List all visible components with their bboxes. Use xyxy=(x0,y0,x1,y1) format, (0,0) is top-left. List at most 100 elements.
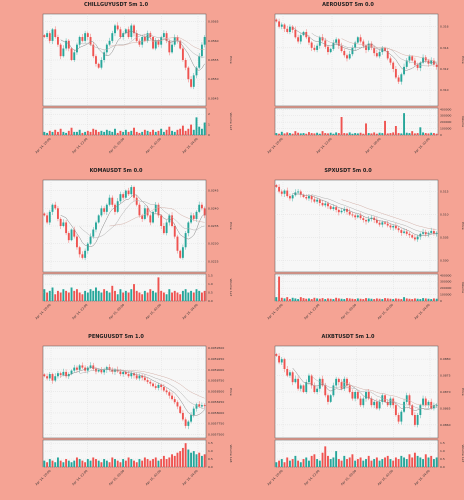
candle-body xyxy=(343,51,346,56)
volume-bar xyxy=(318,133,321,135)
candle-body xyxy=(84,367,87,371)
candle-body xyxy=(51,204,54,212)
volume-bar xyxy=(381,299,384,301)
candle-body xyxy=(124,29,127,34)
volume-bar xyxy=(332,299,335,301)
candle-body xyxy=(435,64,438,67)
candle-body xyxy=(203,37,206,45)
volume-bar xyxy=(422,459,425,467)
volume-bar xyxy=(92,128,95,135)
candle-body xyxy=(187,67,190,80)
volume-tick-label: 1.0 xyxy=(208,282,213,286)
candle-body xyxy=(327,395,329,402)
volume-tick-label: 1.5 xyxy=(440,441,445,445)
volume-bar xyxy=(122,131,125,135)
volume-bar xyxy=(392,132,395,135)
volume-bar xyxy=(192,292,195,301)
candle-body xyxy=(56,208,59,219)
volume-axis-label: Volume 1e7 xyxy=(229,279,233,297)
y-tick-label: 0.0560 xyxy=(208,39,219,43)
volume-bar xyxy=(405,298,408,301)
volume-bar xyxy=(203,122,206,135)
volume-bar xyxy=(46,132,49,135)
volume-bar xyxy=(324,133,327,135)
volume-bar xyxy=(351,298,354,301)
volume-bar xyxy=(59,460,62,467)
candle-body xyxy=(62,222,65,226)
volume-axis-label: Volume 1e8 xyxy=(229,445,233,463)
volume-tick-label: 0.5 xyxy=(208,291,213,295)
candle-body xyxy=(430,60,433,64)
volume-bar xyxy=(373,299,376,301)
candle-body xyxy=(198,404,201,407)
candle-body xyxy=(297,191,300,193)
volume-bar xyxy=(413,133,416,135)
volume-bar xyxy=(335,297,338,301)
candle-body xyxy=(116,25,119,30)
volume-bar xyxy=(343,455,346,467)
volume-bar xyxy=(97,460,100,467)
volume-bar xyxy=(200,292,203,301)
volume-bar xyxy=(86,130,89,135)
volume-bar xyxy=(308,460,310,467)
volume-bar xyxy=(160,459,163,467)
moving-average-line xyxy=(341,38,437,63)
candle-body xyxy=(76,367,78,370)
candle-body xyxy=(384,47,386,52)
volume-bar xyxy=(288,133,291,135)
volume-bar xyxy=(321,131,324,135)
volume-bar xyxy=(203,290,206,301)
candle-body xyxy=(89,37,92,45)
volume-bar xyxy=(389,459,392,467)
volume-bar xyxy=(340,298,343,301)
moving-average-line xyxy=(292,192,437,236)
volume-bar xyxy=(200,455,203,467)
candle-body xyxy=(95,222,97,230)
candle-body xyxy=(316,388,319,392)
volume-bar xyxy=(354,460,357,467)
candle-body xyxy=(291,372,294,383)
candle-body xyxy=(324,40,327,47)
candle-body xyxy=(171,44,173,53)
candle-body xyxy=(286,28,289,32)
candle-body xyxy=(160,384,163,388)
volume-bar xyxy=(405,459,408,467)
y-tick-label: 0.0545 xyxy=(208,96,219,100)
volume-bar xyxy=(394,126,397,135)
volume-bar xyxy=(176,129,179,135)
volume-bar xyxy=(179,294,182,301)
candle-body xyxy=(416,64,419,68)
candle-body xyxy=(127,29,130,37)
candle-body xyxy=(146,380,149,382)
candle-body xyxy=(100,208,103,216)
volume-bar xyxy=(299,133,302,135)
volume-bar xyxy=(171,454,173,467)
candle-body xyxy=(157,204,160,216)
price-axes xyxy=(274,13,439,107)
volume-bar xyxy=(422,298,425,301)
candle-body xyxy=(198,56,201,68)
volume-bar xyxy=(275,133,278,135)
candle-body xyxy=(365,45,367,50)
volume-tick-label: 1.0 xyxy=(208,449,213,453)
candle-body xyxy=(100,369,103,373)
candle-body xyxy=(400,230,403,233)
candle-body xyxy=(327,46,329,53)
volume-bar xyxy=(373,459,376,467)
volume-bar xyxy=(392,460,395,467)
volume-bar xyxy=(424,133,427,135)
candle-body xyxy=(103,208,106,212)
candle-body xyxy=(392,62,395,69)
candle-body xyxy=(65,222,68,234)
volume-bar xyxy=(48,290,51,301)
candle-body xyxy=(171,395,173,400)
x-tick-label: Apr 15, 00:00 xyxy=(340,303,357,320)
volume-bar xyxy=(154,131,157,135)
volume-bar xyxy=(294,131,297,135)
x-tick-label: Apr 15, 00:00 xyxy=(364,137,381,154)
candle-body xyxy=(378,222,381,225)
volume-bar xyxy=(348,132,351,135)
volume-bar xyxy=(283,133,286,135)
volume-bar xyxy=(86,292,89,301)
candle-body xyxy=(114,25,116,34)
